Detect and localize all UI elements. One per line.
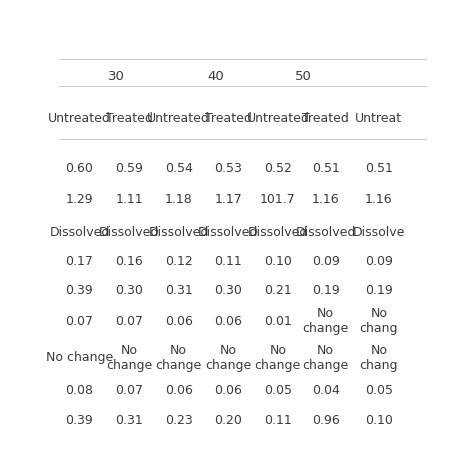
- Text: 0.10: 0.10: [365, 413, 393, 427]
- Text: Dissolved: Dissolved: [247, 226, 308, 238]
- Text: Treated: Treated: [106, 112, 153, 126]
- Text: 0.51: 0.51: [365, 162, 393, 175]
- Text: 0.06: 0.06: [164, 315, 192, 328]
- Text: 0.06: 0.06: [214, 384, 242, 397]
- Text: No
change: No change: [155, 344, 202, 372]
- Text: No
change: No change: [302, 308, 349, 336]
- Text: 0.53: 0.53: [214, 162, 242, 175]
- Text: Treated: Treated: [302, 112, 349, 126]
- Text: Untreated: Untreated: [147, 112, 210, 126]
- Text: No
change: No change: [255, 344, 301, 372]
- Text: Dissolved: Dissolved: [148, 226, 209, 238]
- Text: 0.01: 0.01: [264, 315, 292, 328]
- Text: 0.07: 0.07: [65, 315, 93, 328]
- Text: 0.06: 0.06: [164, 384, 192, 397]
- Text: 0.51: 0.51: [311, 162, 339, 175]
- Text: 0.30: 0.30: [115, 284, 143, 297]
- Text: 0.19: 0.19: [365, 284, 393, 297]
- Text: 0.23: 0.23: [165, 413, 192, 427]
- Text: 0.11: 0.11: [214, 255, 242, 268]
- Text: Dissolved: Dissolved: [49, 226, 109, 238]
- Text: 30: 30: [108, 71, 125, 83]
- Text: 0.30: 0.30: [214, 284, 242, 297]
- Text: No
chang: No chang: [360, 344, 398, 372]
- Text: 0.09: 0.09: [365, 255, 393, 268]
- Text: 1.11: 1.11: [115, 193, 143, 206]
- Text: 0.31: 0.31: [115, 413, 143, 427]
- Text: 0.09: 0.09: [311, 255, 339, 268]
- Text: No
change: No change: [302, 344, 349, 372]
- Text: 0.54: 0.54: [164, 162, 192, 175]
- Text: 0.59: 0.59: [115, 162, 143, 175]
- Text: No
change: No change: [205, 344, 251, 372]
- Text: 0.04: 0.04: [311, 384, 339, 397]
- Text: Untreated: Untreated: [48, 112, 111, 126]
- Text: 1.16: 1.16: [312, 193, 339, 206]
- Text: 0.60: 0.60: [65, 162, 93, 175]
- Text: 1.29: 1.29: [65, 193, 93, 206]
- Text: No
change: No change: [106, 344, 152, 372]
- Text: 50: 50: [295, 71, 312, 83]
- Text: 0.96: 0.96: [312, 413, 339, 427]
- Text: 0.11: 0.11: [264, 413, 292, 427]
- Text: 0.08: 0.08: [65, 384, 93, 397]
- Text: 0.05: 0.05: [264, 384, 292, 397]
- Text: 0.31: 0.31: [165, 284, 192, 297]
- Text: 0.12: 0.12: [165, 255, 192, 268]
- Text: 0.10: 0.10: [264, 255, 292, 268]
- Text: 0.16: 0.16: [115, 255, 143, 268]
- Text: Untreat: Untreat: [356, 112, 402, 126]
- Text: 0.21: 0.21: [264, 284, 292, 297]
- Text: 0.07: 0.07: [115, 384, 143, 397]
- Text: No
chang: No chang: [360, 308, 398, 336]
- Text: 40: 40: [207, 71, 224, 83]
- Text: No change: No change: [46, 352, 113, 365]
- Text: 0.52: 0.52: [264, 162, 292, 175]
- Text: 0.17: 0.17: [65, 255, 93, 268]
- Text: 101.7: 101.7: [260, 193, 296, 206]
- Text: Dissolved: Dissolved: [295, 226, 356, 238]
- Text: Dissolve: Dissolve: [353, 226, 405, 238]
- Text: 0.39: 0.39: [65, 413, 93, 427]
- Text: 0.05: 0.05: [365, 384, 393, 397]
- Text: Untreated: Untreated: [246, 112, 309, 126]
- Text: Treated: Treated: [205, 112, 252, 126]
- Text: 1.18: 1.18: [165, 193, 192, 206]
- Text: Dissolved: Dissolved: [99, 226, 159, 238]
- Text: Dissolved: Dissolved: [198, 226, 258, 238]
- Text: 0.39: 0.39: [65, 284, 93, 297]
- Text: 1.17: 1.17: [214, 193, 242, 206]
- Text: 0.07: 0.07: [115, 315, 143, 328]
- Text: 0.19: 0.19: [312, 284, 339, 297]
- Text: 1.16: 1.16: [365, 193, 392, 206]
- Text: 0.20: 0.20: [214, 413, 242, 427]
- Text: 0.06: 0.06: [214, 315, 242, 328]
